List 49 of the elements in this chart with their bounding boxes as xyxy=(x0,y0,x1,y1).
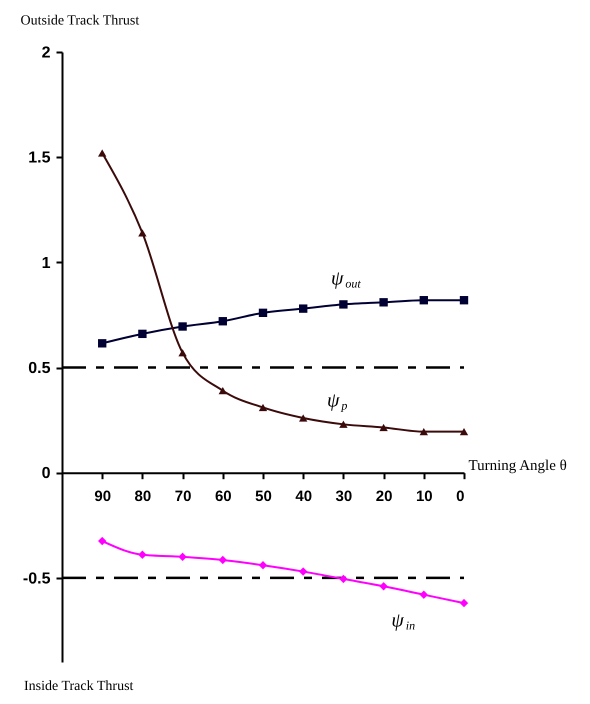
y-tick-label: 0.5 xyxy=(28,360,51,378)
x-tick-label: 0 xyxy=(456,488,464,506)
point xyxy=(178,349,187,356)
x-tick-label: 70 xyxy=(174,488,192,506)
point xyxy=(138,330,147,338)
x-tick-label: 50 xyxy=(255,488,272,506)
point xyxy=(138,229,147,237)
y-tick-label: 2 xyxy=(42,44,51,62)
x-tick-label: 80 xyxy=(134,488,152,506)
point xyxy=(299,567,308,576)
point xyxy=(420,590,428,599)
point xyxy=(218,317,227,326)
point xyxy=(460,598,468,608)
point xyxy=(420,428,428,436)
x-tick-label: 40 xyxy=(295,488,312,506)
point xyxy=(339,420,348,428)
point xyxy=(218,556,227,564)
point xyxy=(299,414,308,422)
text: Inside Track Thrust xyxy=(24,679,134,694)
y-tick-label: 1.5 xyxy=(28,150,51,167)
point xyxy=(98,339,106,348)
point xyxy=(98,149,106,157)
point xyxy=(258,561,268,570)
point xyxy=(138,550,147,559)
x-axis-title: Turning Angle θ xyxy=(468,458,567,474)
x-tick-label: 10 xyxy=(416,488,433,506)
point xyxy=(258,308,268,318)
point xyxy=(460,428,468,436)
y-axis-title: Outside Track Thrust xyxy=(20,14,140,28)
point xyxy=(379,298,388,306)
point xyxy=(339,574,348,584)
y-tick-label: 1 xyxy=(42,254,51,272)
point xyxy=(178,552,187,562)
point xyxy=(178,322,187,331)
y-tick-label: 0 xyxy=(42,465,51,482)
point xyxy=(258,404,268,412)
point xyxy=(218,387,227,394)
x-tick-label: 30 xyxy=(336,488,352,506)
x-tick-label: 60 xyxy=(214,488,232,506)
y-tick-label: -0.5 xyxy=(22,570,51,588)
x-tick-label: 20 xyxy=(376,488,392,506)
point xyxy=(420,296,428,304)
point xyxy=(379,582,388,590)
point xyxy=(379,424,388,432)
point xyxy=(460,296,468,304)
x-tick-label: 90 xyxy=(94,488,112,506)
point xyxy=(98,536,106,546)
point xyxy=(339,300,348,309)
point xyxy=(299,304,308,313)
